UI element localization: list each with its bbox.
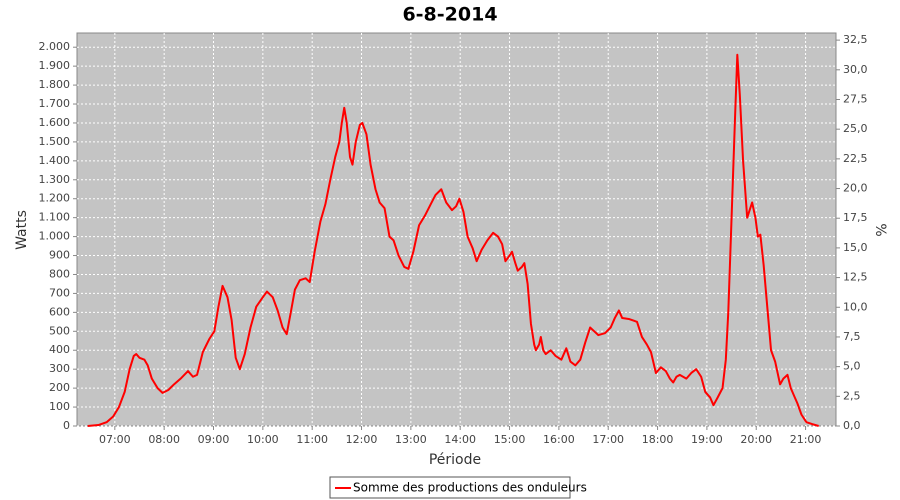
y-tick-label: 1.200 [39,192,71,205]
y-tick-label: 1.400 [39,154,71,167]
y-tick-label: 0 [63,419,70,432]
y-tick-label: 1.100 [39,211,71,224]
x-tick-label: 11:00 [296,433,328,446]
y2-tick-label: 32,5 [843,33,868,46]
x-tick-label: 21:00 [790,433,822,446]
y-tick-label: 1.700 [39,97,71,110]
y2-tick-label: 5,0 [843,360,861,373]
y2-tick-label: 7,5 [843,330,861,343]
legend-label: Somme des productions des onduleurs [353,481,587,495]
y-tick-label: 1.000 [39,230,71,243]
x-tick-label: 15:00 [494,433,526,446]
y2-axis-label: % [872,223,888,236]
chart-title: 6-8-2014 [402,4,497,26]
y-tick-label: 300 [49,362,70,375]
y-tick-label: 100 [49,400,70,413]
y-tick-label: 900 [49,249,70,262]
y2-tick-label: 2,5 [843,389,861,402]
y-tick-label: 1.300 [39,173,71,186]
y2-tick-label: 15,0 [843,241,868,254]
y-tick-label: 200 [49,381,70,394]
legend-box [329,476,571,499]
x-tick-label: 19:00 [691,433,723,446]
y2-tick-label: 22,5 [843,152,868,165]
data-line [87,53,820,427]
y-tick-label: 600 [49,305,70,318]
x-tick-label: 09:00 [198,433,230,446]
y-tick-label: 1.500 [39,135,71,148]
y-tick-label: 700 [49,286,70,299]
x-tick-label: 20:00 [740,433,772,446]
y-axis-label: Watts [14,210,30,250]
y-tick-label: 1.900 [39,59,71,72]
x-tick-label: 07:00 [99,433,131,446]
x-tick-label: 17:00 [592,433,624,446]
y-tick-label: 500 [49,324,70,337]
x-tick-label: 14:00 [444,433,476,446]
y2-tick-label: 17,5 [843,211,868,224]
y2-tick-label: 20,0 [843,182,868,195]
x-tick-label: 16:00 [543,433,575,446]
y-tick-label: 2.000 [39,40,71,53]
y2-tick-label: 27,5 [843,92,868,105]
x-tick-label: 13:00 [395,433,427,446]
x-axis-label: Période [429,452,481,468]
y2-tick-label: 10,0 [843,300,868,313]
plot-area [76,32,837,427]
y2-tick-label: 25,0 [843,122,868,135]
y-tick-label: 1.800 [39,78,71,91]
x-tick-label: 10:00 [247,433,279,446]
x-tick-label: 12:00 [346,433,378,446]
x-tick-label: 08:00 [148,433,180,446]
x-tick-label: 18:00 [642,433,674,446]
y-tick-label: 800 [49,267,70,280]
y2-tick-label: 12,5 [843,271,868,284]
y2-tick-label: 0,0 [843,419,861,432]
y-tick-label: 400 [49,343,70,356]
y-tick-label: 1.600 [39,116,71,129]
y2-tick-label: 30,0 [843,63,868,76]
